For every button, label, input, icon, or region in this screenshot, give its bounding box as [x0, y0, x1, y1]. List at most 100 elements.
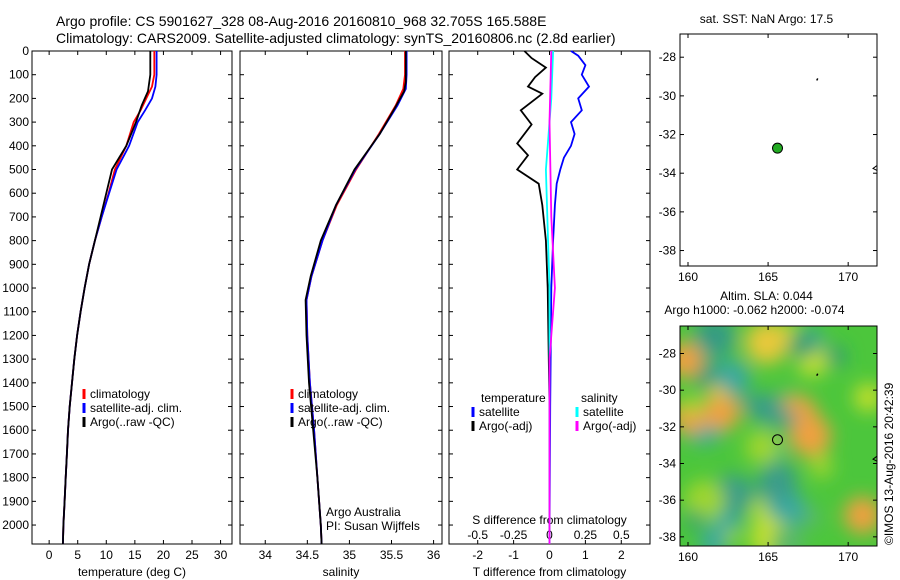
map-frame: [679, 325, 878, 547]
sla-blobs: [680, 326, 877, 546]
sla-blob: [708, 384, 726, 402]
sla-blob: [713, 359, 751, 397]
x-tick-label: 160: [678, 270, 698, 284]
sla-blob: [766, 488, 806, 529]
y-tick-label: -38: [659, 244, 677, 258]
x-tick-label: 35: [343, 548, 357, 562]
series-line-1: [62, 51, 158, 545]
x-tick-label: 34.5: [296, 548, 320, 562]
y-tick-label: -30: [659, 89, 677, 103]
legend-label: Argo(-adj): [583, 419, 636, 433]
y-tick-label: 100: [9, 68, 29, 82]
argo-position-marker: [772, 434, 784, 446]
x-tick-label: -1: [508, 548, 519, 562]
x-tick-label: 30: [214, 548, 228, 562]
series-line-2: [544, 50, 554, 544]
x-tick-label: 25: [185, 548, 199, 562]
series-line-2: [304, 51, 407, 545]
differences-panel: -2 -1 0 1 2 T difference from climatology -0.5…: [448, 50, 651, 579]
map-subtitle: Argo h1000: -0.062 h2000: -0.074: [664, 303, 844, 317]
sla-blob: [774, 409, 794, 429]
map-title: sat. SST: NaN Argo: 17.5: [700, 12, 834, 26]
island-mark: [816, 373, 819, 377]
sla-blob: [756, 475, 782, 502]
sla-background: [680, 326, 877, 546]
sla-blob: [789, 331, 817, 359]
x-tick-label: 5: [74, 548, 81, 562]
y-tick-label: 800: [9, 234, 29, 248]
x-axis-label: temperature (deg C): [78, 565, 186, 579]
x-tick-label: 0: [46, 548, 53, 562]
y-tick-label: 1300: [2, 352, 29, 366]
y-tick-label: 700: [9, 210, 29, 224]
y-tick-label: -34: [659, 457, 677, 471]
y-tick-label: 1000: [2, 281, 29, 295]
y-tick-label: -28: [659, 347, 677, 361]
x-top-axis-label: S difference from climatology: [472, 513, 627, 527]
sla-blob: [704, 394, 740, 431]
y-tick-label: 500: [9, 163, 29, 177]
sla-blob: [776, 326, 802, 344]
x-tick-label: 15: [128, 548, 142, 562]
y-tick-label: 2000: [2, 518, 29, 532]
sla-blob: [699, 528, 728, 546]
sla-blob: [765, 326, 790, 350]
y-tick-label: 400: [9, 139, 29, 153]
sla-blob: [713, 474, 754, 515]
sla-blob: [777, 388, 798, 409]
series-line-0: [305, 51, 406, 545]
x-tick-label: 35.5: [380, 548, 404, 562]
legend-label: Argo(..raw -QC): [90, 415, 175, 429]
legend-title-temperature: temperature: [481, 391, 546, 405]
y-tick-label: 1600: [2, 423, 29, 437]
differences-axes-frame: [448, 50, 651, 545]
island-mark: [816, 78, 819, 81]
sla-blob: [789, 415, 832, 457]
legend-label: climatology: [90, 387, 150, 401]
argo-position-marker: [772, 142, 784, 154]
sla-blob: [680, 342, 703, 378]
x-axis-label: salinity: [323, 565, 360, 579]
y-tick-label: 1800: [2, 471, 29, 485]
legend-label: satellite: [479, 405, 520, 419]
x-axis-label: T difference from climatology: [473, 565, 627, 579]
x-tick-label: 165: [758, 270, 778, 284]
x-tick-label: 34: [259, 548, 273, 562]
sla-blob: [682, 402, 726, 446]
sst_map-panel: 160 165 170 -28 -30 -32 -34 -36 -38 sat. SST: NaN…: [659, 12, 878, 284]
sla-blob: [749, 518, 791, 546]
y-tick-label: -36: [659, 205, 677, 219]
x-tick-label: 1: [582, 548, 589, 562]
y-tick-label: 1400: [2, 376, 29, 390]
sla-blob: [798, 506, 822, 529]
sla-blob: [844, 496, 877, 534]
legend-title-salinity: salinity: [581, 391, 618, 405]
map-frame: [679, 33, 878, 267]
y-tick-label: 1500: [2, 400, 29, 414]
header-title-line2: Climatology: CARS2009. Satellite-adjuste…: [56, 30, 616, 46]
x-tick-label: 0: [546, 548, 553, 562]
y-tick-label: 1900: [2, 494, 29, 508]
x-tick-label: 170: [838, 550, 858, 564]
sla-blob: [854, 383, 877, 412]
y-tick-label: -38: [659, 530, 677, 544]
sla-field: [680, 326, 877, 546]
sla-blob: [759, 461, 798, 500]
sla_map-panel: 160 165 170 -28 -30 -32 -34 -36 -38 Altim. SLA: 0…: [659, 289, 878, 564]
legend-label: climatology: [298, 387, 358, 401]
legend-label: satellite-adj. clim.: [90, 401, 182, 415]
x-tick-label: 20: [157, 548, 171, 562]
sla-blob: [796, 344, 829, 377]
x-tick-label: 10: [100, 548, 114, 562]
series-line-1: [515, 50, 551, 544]
x-tick-label: 36: [427, 548, 441, 562]
x-top-tick-label: -0.5: [467, 528, 488, 542]
salinity-panel: 34 34.5 35 35.5 36 salinity climatologysatelli…: [239, 50, 443, 579]
x-tick-label: 165: [758, 550, 778, 564]
sla-blob: [766, 409, 783, 426]
sla-blob: [770, 526, 805, 546]
sla-blob: [766, 439, 787, 459]
annotation-line: Argo Australia: [326, 505, 401, 519]
x-top-tick-label: 0: [546, 528, 553, 542]
